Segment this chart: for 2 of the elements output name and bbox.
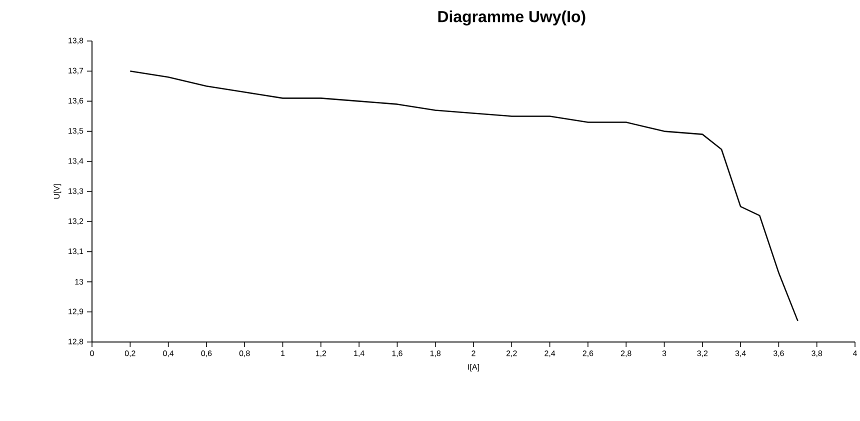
line-series (130, 70, 798, 322)
chart-title: Diagramme Uwy(Io) (438, 10, 586, 26)
